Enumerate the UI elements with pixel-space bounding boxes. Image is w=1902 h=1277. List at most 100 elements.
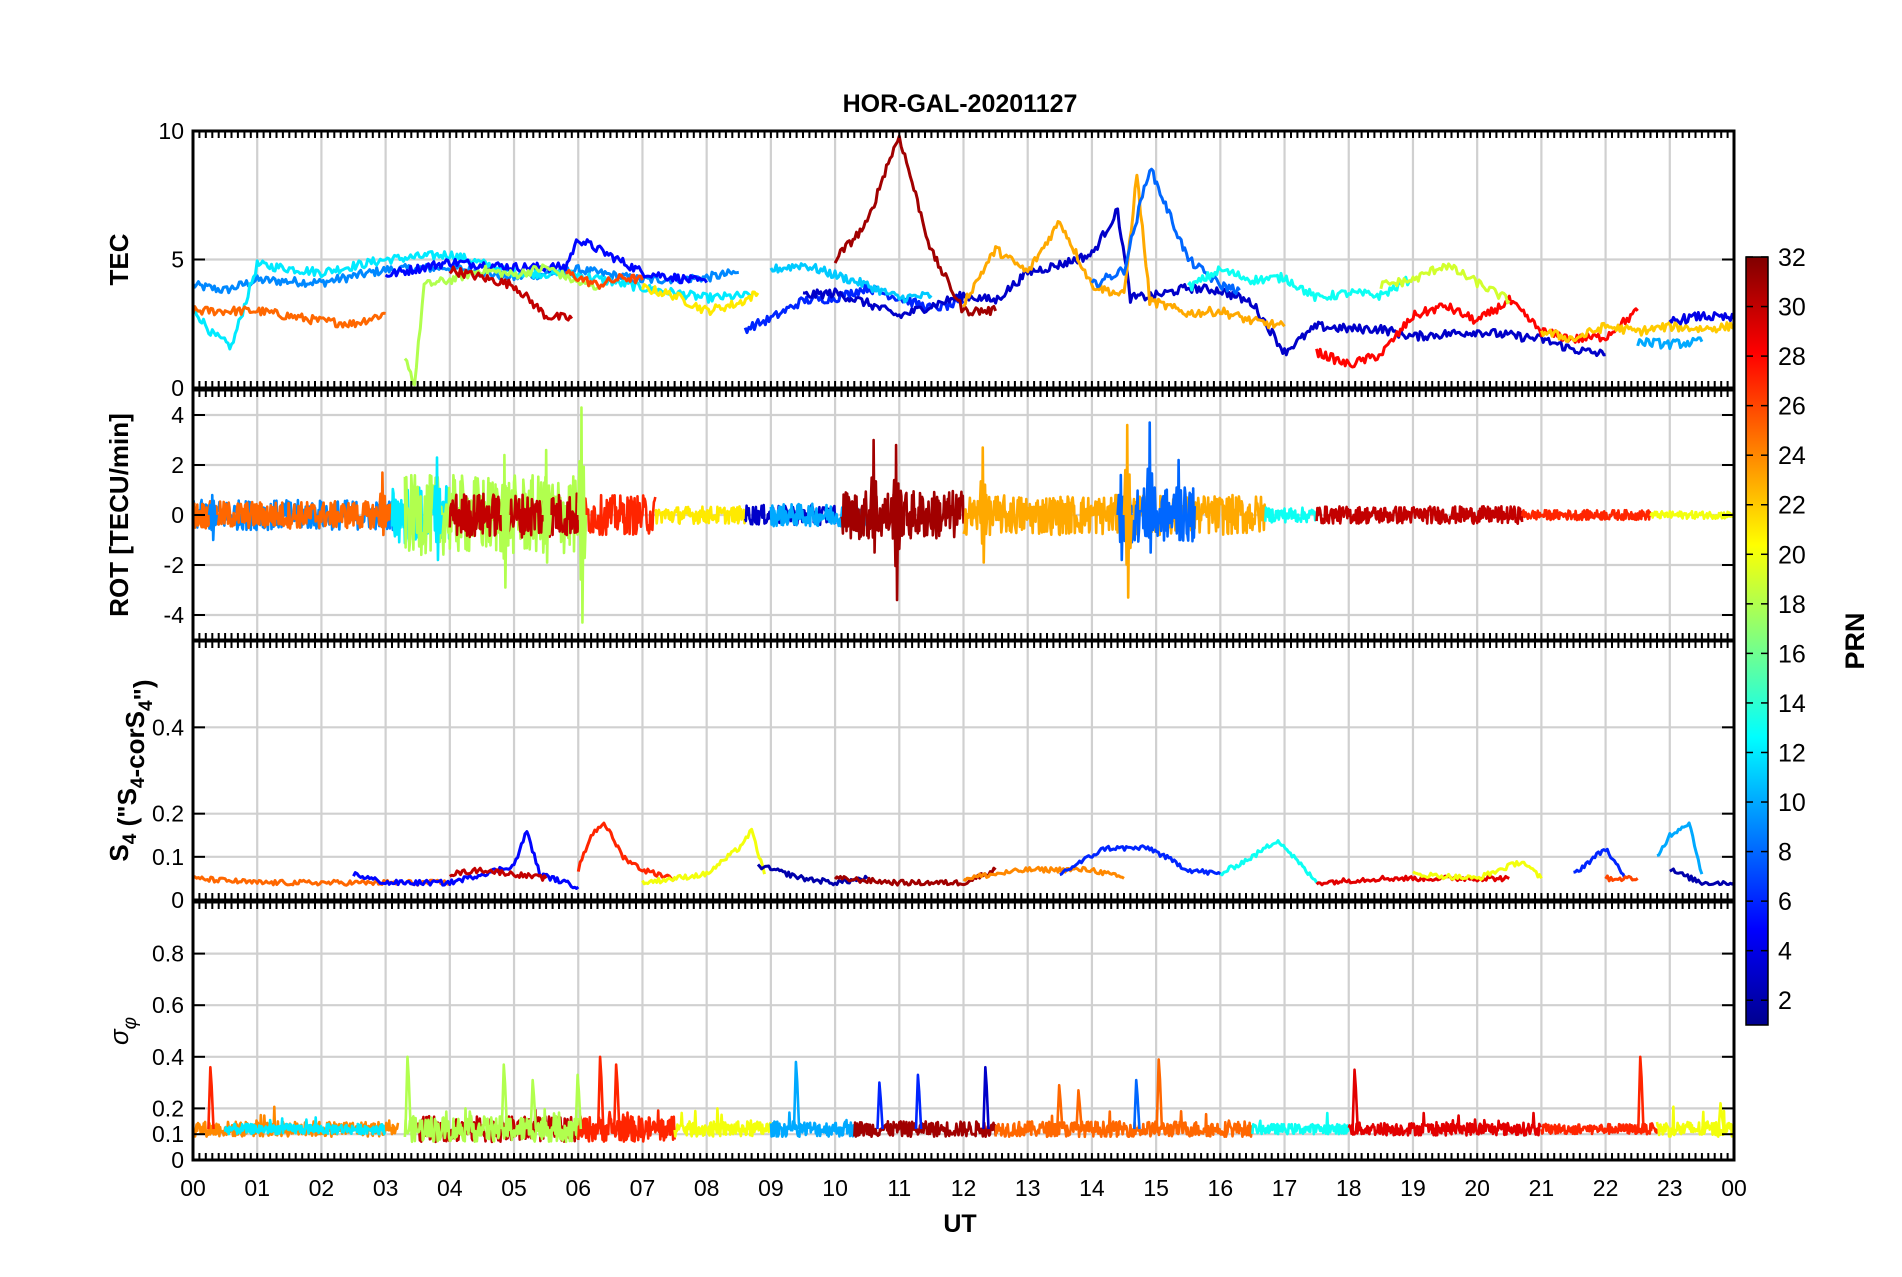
panel-rot-y-axis: -4 -2 0 2 4 [164,402,1734,628]
y-tick-label: 10 [158,118,184,144]
series-prn-19 [1379,262,1511,305]
trace-prn-12 [223,1116,387,1136]
spike-prn-27 [1637,1055,1645,1130]
spike-prn-18 [541,448,552,564]
colorbar-tick-label: 18 [1778,591,1806,619]
y-tick-label: 5 [171,247,184,273]
x-axis-label: UT [943,1210,976,1238]
spike-prn-10 [792,1060,801,1130]
colorbar-label: PRN [1840,612,1870,669]
x-tick-label: 20 [1464,1175,1490,1201]
x-tick-label: 00 [1721,1175,1747,1201]
series-prn-31 [833,866,997,887]
spike-prn-8 [1145,421,1156,554]
spike-prn-23 [1122,423,1134,599]
trace-prn-13 [1264,506,1318,524]
trace-prn-30 [1315,505,1524,525]
spike-prn-27 [612,1063,621,1130]
trace-prn-13 [1251,1111,1351,1136]
series-prn-6 [1059,844,1222,877]
panel-tec-grid [193,131,1734,388]
y-tick-label: 0.4 [152,1044,184,1070]
trace-prn-29 [1347,1111,1543,1137]
colorbar-tick-label: 2 [1778,987,1792,1015]
panel-sigma: 00.10.2 0.4 0.6 0.8 σφ [104,900,1736,1173]
x-tick-label: 17 [1272,1175,1298,1201]
series-prn-30 [448,866,548,882]
panel-sigma-data [193,1055,1734,1144]
ylabel-subscript: 4 [128,777,149,788]
spike-prn-31 [891,443,902,602]
trace-prn-30 [448,492,580,539]
panel-sigma-y-axis: 00.10.2 0.4 0.6 0.8 [152,941,1734,1173]
x-tick-label: 11 [887,1175,911,1201]
spike-prn-18 [529,1078,538,1130]
x-tick-label: 21 [1529,1175,1555,1201]
panel-tec-ylabel: TEC [104,233,134,285]
series-prn-2 [756,863,869,887]
colorbar-gradient [1745,256,1769,1026]
ylabel-subscript: φ [120,1017,141,1029]
y-tick-label: -2 [164,552,184,578]
trace-prn-20 [1649,510,1734,520]
x-tick-label: 15 [1143,1175,1169,1201]
x-tick-label: 16 [1208,1175,1234,1201]
series-prn-31 [833,134,997,317]
panel-tec-data [193,134,1734,387]
colorbar-tick-label: 28 [1778,343,1806,371]
series-prn-10 [1636,336,1704,351]
y-tick-label: 0.6 [152,992,184,1018]
ylabel-subscript: 4 [120,833,141,844]
x-tick-label: 18 [1336,1175,1362,1201]
panel-tec-y-axis: 0 5 10 [158,118,1734,401]
x-tick-label: 04 [437,1175,463,1201]
series-prn-26 [1604,874,1639,883]
x-tick-label: 13 [1015,1175,1041,1201]
x-tick-label: 12 [951,1175,977,1201]
y-tick-label: 4 [171,402,184,428]
ylabel-text: σ [104,1028,134,1045]
trace-prn-21 [654,505,747,525]
spike-prn-18 [500,1063,509,1130]
spike-prn-8 [1116,473,1127,562]
trace-prn-25 [994,1110,1254,1139]
x-tick-label: 06 [565,1175,591,1201]
ylabel-text: ("S [112,788,142,834]
spike-prn-18 [574,1073,583,1130]
series-prn-25 [193,305,386,329]
y-tick-label: 2 [171,452,184,478]
colorbar-tick-label: 4 [1778,938,1792,966]
series-prn-18 [403,263,599,387]
y-tick-label: 0 [171,1147,184,1173]
spike-prn-18 [576,406,588,624]
spike-prn-18 [499,453,511,589]
trace-prn-27 [577,1109,676,1143]
x-tick-label: 00 [180,1175,206,1201]
x-tick-label: 22 [1593,1175,1619,1201]
trace-prn-10 [769,1111,856,1138]
trace-prn-31 [853,1120,997,1138]
panel-s4-y-axis: 0 0.1 0.2 0.4 [152,714,1734,913]
colorbar-tick-label: 22 [1778,492,1806,520]
spike-prn-9 [207,493,219,542]
series-prn-10 [1656,821,1704,875]
x-tick-label: 10 [822,1175,848,1201]
panel-rot-minor-ticks [192,390,1735,640]
chart-title: HOR-GAL-20201127 [843,90,1078,118]
x-tick-label: 08 [694,1175,720,1201]
colorbar-tick-label: 8 [1778,839,1792,867]
x-axis: 00 01 02 03 04 05 06 07 08 09 10 11 12 13 14 15 16 17 18 19… [180,1175,1747,1201]
panel-s4-data [193,821,1734,890]
series-prn-21 [641,283,760,316]
y-tick-label: 0.8 [152,941,184,967]
colorbar-tick-label: 12 [1778,739,1806,767]
panel-sigma-ylabel: σφ [104,1017,141,1045]
series-prn-20 [1412,860,1543,881]
panel-sigma-minor-ticks [192,902,1735,1160]
trace-prn-20 [673,1107,773,1138]
spike-prn-27 [207,1065,215,1130]
y-tick-label: 0.4 [152,714,184,740]
